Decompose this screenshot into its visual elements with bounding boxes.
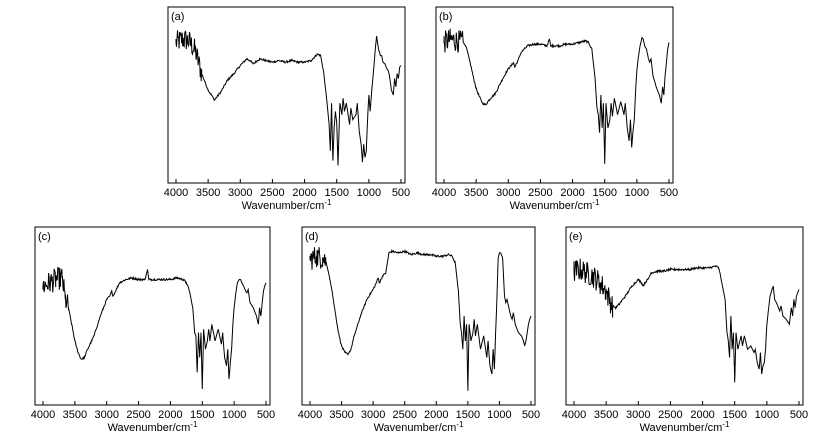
plot-frame xyxy=(435,6,674,184)
x-tick-label: 2000 xyxy=(292,187,316,199)
x-tick-label: 4000 xyxy=(31,409,55,421)
x-tick-label: 500 xyxy=(790,409,808,421)
x-tick-label: 1500 xyxy=(324,187,348,199)
panel-0: (a) 4000 3500 3000 2500 2000 1500 1000 500 Wavenu… xyxy=(164,6,410,212)
panel-4: (e) 4000 3500 3000 2500 2000 1500 1000 500 Wavenu… xyxy=(562,226,808,434)
x-axis-label: Wavenumber/cm-1 xyxy=(510,198,600,212)
x-tick-label: 1500 xyxy=(190,409,214,421)
x-axis-label-text: Wavenumber/cm xyxy=(374,422,457,434)
x-tick-label: 3000 xyxy=(496,187,520,199)
x-tick-label: 4000 xyxy=(432,187,456,199)
x-tick-label: 3000 xyxy=(228,187,252,199)
x-tick-label: 500 xyxy=(392,187,410,199)
panel-label: (c) xyxy=(38,231,51,243)
x-tick-label: 4000 xyxy=(164,187,188,199)
x-tick-label: 3000 xyxy=(626,409,650,421)
x-tick-label: 1500 xyxy=(592,187,616,199)
x-tick-label: 500 xyxy=(257,409,275,421)
x-tick-label: 3000 xyxy=(94,409,118,421)
x-axis-label-text: Wavenumber/cm xyxy=(108,422,191,434)
x-tick-label: 1500 xyxy=(456,409,480,421)
x-tick-label: 500 xyxy=(522,409,540,421)
plot-frame xyxy=(301,226,536,406)
x-axis-label: Wavenumber/cm-1 xyxy=(640,420,730,434)
x-tick-label: 1000 xyxy=(755,409,779,421)
plot-frame xyxy=(565,226,804,406)
x-tick-label: 1500 xyxy=(722,409,746,421)
panel-3: (d) 4000 3500 3000 2500 2000 1500 1000 500 Wavenu… xyxy=(298,226,540,434)
x-tick-label: 4000 xyxy=(298,409,322,421)
x-tick-label: 2000 xyxy=(424,409,448,421)
x-axis-label: Wavenumber/cm-1 xyxy=(242,198,332,212)
x-axis-label-sup: -1 xyxy=(456,420,464,429)
x-tick-label: 2000 xyxy=(690,409,714,421)
x-tick-label: 2500 xyxy=(528,187,552,199)
panel-label: (b) xyxy=(439,11,452,23)
x-axis-label-sup: -1 xyxy=(324,198,332,207)
spectrum-line-0-0 xyxy=(175,30,402,166)
x-tick-label: 1000 xyxy=(357,187,381,199)
spectrum-line-1-0 xyxy=(443,28,670,164)
x-axis-label-sup: -1 xyxy=(190,420,198,429)
spectrum-line-3-0 xyxy=(309,247,532,391)
x-tick-label: 500 xyxy=(660,187,678,199)
x-tick-label: 3000 xyxy=(361,409,385,421)
x-tick-label: 3500 xyxy=(196,187,220,199)
x-tick-label: 3500 xyxy=(329,409,353,421)
x-tick-label: 1000 xyxy=(625,187,649,199)
plot-frame xyxy=(167,6,406,184)
x-axis-label: Wavenumber/cm-1 xyxy=(108,420,198,434)
panel-2: (c) 4000 3500 3000 2500 2000 1500 1000 500 Wavenu… xyxy=(31,226,275,434)
x-tick-label: 2500 xyxy=(260,187,284,199)
x-tick-label: 2000 xyxy=(560,187,584,199)
x-tick-label: 2500 xyxy=(126,409,150,421)
panel-label: (d) xyxy=(305,231,318,243)
x-tick-label: 3500 xyxy=(63,409,87,421)
x-tick-label: 4000 xyxy=(562,409,586,421)
x-tick-label: 2500 xyxy=(658,409,682,421)
x-tick-label: 1000 xyxy=(222,409,246,421)
x-axis-label-sup: -1 xyxy=(722,420,730,429)
spectrum-line-4-0 xyxy=(573,258,800,383)
x-tick-label: 2000 xyxy=(158,409,182,421)
x-tick-label: 3500 xyxy=(464,187,488,199)
x-axis-label-sup: -1 xyxy=(592,198,600,207)
x-axis-label: Wavenumber/cm-1 xyxy=(374,420,464,434)
x-tick-label: 1000 xyxy=(487,409,511,421)
x-axis-label-text: Wavenumber/cm xyxy=(510,200,593,212)
plot-frame xyxy=(34,226,271,406)
panel-label: (a) xyxy=(171,11,184,23)
x-axis-label-text: Wavenumber/cm xyxy=(640,422,723,434)
panel-label: (e) xyxy=(569,231,582,243)
x-tick-label: 3500 xyxy=(594,409,618,421)
spectrum-line-2-0 xyxy=(42,266,267,390)
x-tick-label: 2500 xyxy=(392,409,416,421)
panel-1: (b) 4000 3500 3000 2500 2000 1500 1000 500 Wavenu… xyxy=(432,6,678,212)
x-axis-label-text: Wavenumber/cm xyxy=(242,200,325,212)
